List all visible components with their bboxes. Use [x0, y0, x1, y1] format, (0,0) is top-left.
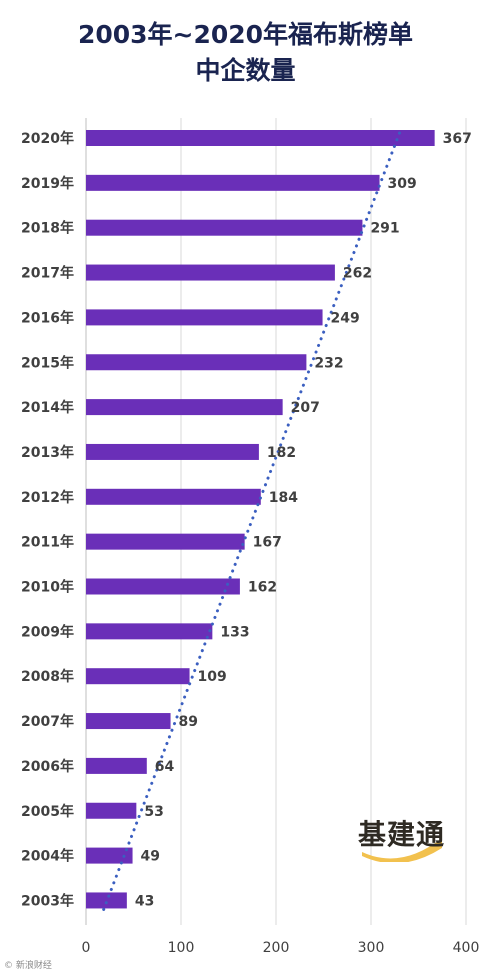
bar	[86, 847, 133, 864]
jijiantong-logo: 基建通	[358, 818, 445, 862]
data-label: 291	[370, 221, 399, 237]
category-label: 2006年	[21, 758, 74, 775]
category-labels: 2020年 2019年 2018年 2017年 2016年 2015年 2014年 2013年…	[21, 130, 74, 909]
category-label: 2014年	[21, 399, 74, 416]
x-axis-ticks: 0 100 200 300 400	[82, 940, 480, 956]
data-label: 109	[198, 669, 227, 685]
category-label: 2007年	[21, 713, 74, 730]
x-tick-label: 200	[263, 940, 290, 956]
bar	[86, 130, 435, 146]
chart-title-line-1: 2003年~2020年福布斯榜单	[77, 20, 414, 49]
category-label: 2020年	[21, 130, 74, 147]
source-credit: © 新浪财经	[4, 961, 52, 971]
category-label: 2015年	[21, 354, 74, 371]
bar	[86, 399, 283, 416]
bar	[86, 174, 380, 191]
bars	[86, 130, 435, 909]
data-label: 49	[141, 849, 160, 865]
data-labels: 367 309 291 262 249 232 207 182 184 167 162 133 109 8…	[135, 131, 472, 909]
x-tick-label: 300	[358, 940, 385, 956]
bar	[86, 578, 240, 595]
data-label: 184	[269, 490, 298, 506]
category-label: 2003年	[21, 892, 74, 909]
category-label: 2013年	[21, 444, 74, 461]
category-label: 2005年	[21, 803, 74, 820]
data-label: 232	[314, 355, 343, 371]
data-label: 167	[253, 535, 282, 551]
logo-swoosh	[362, 838, 442, 862]
bar	[86, 668, 190, 685]
category-label: 2010年	[21, 579, 74, 596]
category-label: 2004年	[21, 848, 74, 865]
data-label: 43	[135, 893, 154, 909]
logo-text: 基建通	[358, 818, 445, 851]
data-label: 89	[179, 714, 198, 730]
data-label: 309	[388, 176, 417, 192]
category-label: 2008年	[21, 668, 74, 685]
bar	[86, 713, 171, 730]
category-label: 2011年	[21, 534, 74, 551]
bar	[86, 309, 323, 326]
data-label: 262	[343, 266, 372, 282]
data-label: 367	[443, 131, 472, 147]
bar	[86, 443, 259, 460]
bar	[86, 892, 127, 909]
bar	[86, 354, 307, 371]
data-label: 133	[220, 624, 249, 640]
bar	[86, 623, 213, 640]
data-label: 64	[155, 759, 175, 775]
gridlines	[85, 118, 467, 925]
category-label: 2009年	[21, 623, 74, 640]
category-label: 2016年	[21, 309, 74, 326]
chart-title-line-2: 中企数量	[195, 56, 296, 85]
category-label: 2012年	[21, 489, 74, 506]
data-label: 182	[267, 445, 296, 461]
bar	[86, 802, 137, 819]
bar	[86, 264, 335, 281]
category-label: 2018年	[21, 220, 74, 237]
data-label: 53	[144, 804, 163, 820]
bar	[86, 533, 245, 550]
data-label: 207	[291, 400, 320, 416]
x-tick-label: 0	[82, 940, 91, 956]
category-label: 2017年	[21, 265, 74, 282]
bar	[86, 757, 147, 774]
x-tick-label: 400	[453, 940, 480, 956]
bar	[86, 488, 261, 505]
data-label: 249	[331, 310, 360, 326]
bar	[86, 219, 363, 236]
trend-line	[102, 127, 403, 911]
category-label: 2019年	[21, 175, 74, 192]
data-label: 162	[248, 580, 277, 596]
x-tick-label: 100	[168, 940, 195, 956]
